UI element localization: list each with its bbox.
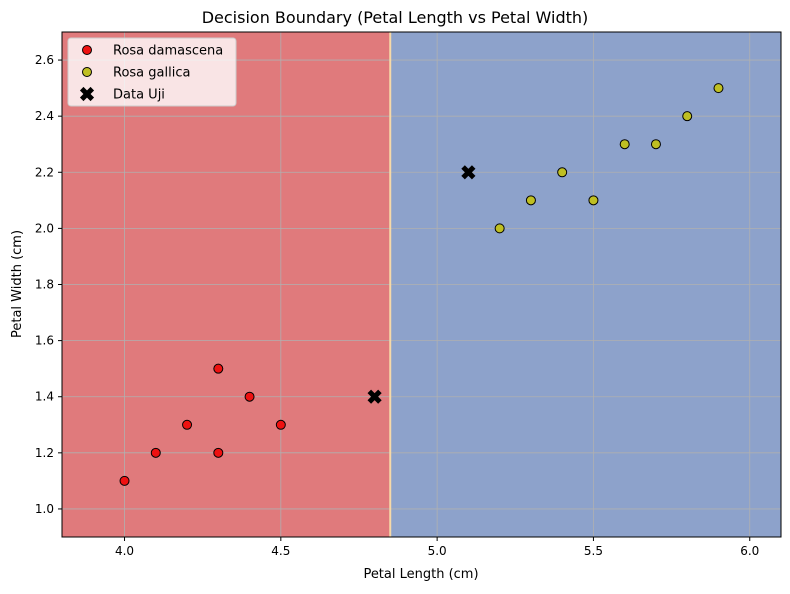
y-tick-label: 1.4: [35, 390, 54, 404]
legend-marker-rosa-damascena: [82, 45, 92, 55]
y-tick-label: 1.2: [35, 446, 54, 460]
x-tick-label: 5.0: [428, 544, 447, 558]
data-point-rosa-damascena: [182, 419, 193, 430]
x-axis-label: Petal Length (cm): [363, 567, 478, 582]
data-point-rosa-gallica: [494, 223, 505, 234]
y-tick-label: 2.2: [35, 165, 54, 179]
legend-label: Rosa damascena: [113, 44, 223, 59]
legend-marker-data-uji: [79, 86, 95, 102]
data-point-data-uji: [367, 389, 382, 404]
x-tick-label: 5.5: [584, 544, 603, 558]
y-tick-label: 1.6: [35, 334, 54, 348]
x-tick-label: 4.0: [115, 544, 134, 558]
y-tick-label: 1.8: [35, 278, 54, 292]
y-tick-label: 2.6: [35, 53, 54, 67]
data-point-rosa-gallica: [713, 83, 724, 94]
data-point-rosa-damascena: [119, 475, 130, 486]
data-point-rosa-gallica: [650, 139, 661, 150]
legend: Rosa damascena Rosa gallica Data Uji: [67, 37, 237, 107]
data-point-rosa-gallica: [588, 195, 599, 206]
data-point-rosa-gallica: [682, 111, 693, 122]
data-point-rosa-damascena: [150, 447, 161, 458]
data-point-rosa-damascena: [213, 447, 224, 458]
legend-label: Rosa gallica: [113, 66, 190, 81]
legend-marker-rosa-gallica: [82, 67, 92, 77]
y-tick-label: 2.4: [35, 109, 54, 123]
chart-title: Decision Boundary (Petal Length vs Petal…: [202, 8, 589, 27]
legend-box: [67, 37, 237, 107]
plot-area: 4.0 4.5 5.0 5.5 6.0 1.0 1.2 1.4 1.6 1.8 2.0 2.2 2.4 2…: [35, 31, 782, 558]
data-point-rosa-gallica: [619, 139, 630, 150]
x-tick-label: 6.0: [740, 544, 759, 558]
data-point-rosa-gallica: [557, 167, 568, 178]
y-axis-label: Petal Width (cm): [10, 230, 25, 338]
data-point-data-uji: [461, 165, 476, 180]
x-marker-bar: [367, 389, 382, 404]
x-marker-bar: [79, 86, 95, 102]
x-marker-bar: [461, 165, 476, 180]
data-point-rosa-damascena: [244, 391, 255, 402]
data-point-rosa-gallica: [525, 195, 536, 206]
legend-label: Data Uji: [113, 88, 165, 103]
data-point-rosa-damascena: [213, 363, 224, 374]
data-point-rosa-damascena: [275, 419, 286, 430]
x-tick-label: 4.5: [271, 544, 290, 558]
y-tick-label: 2.0: [35, 221, 54, 235]
y-tick-label: 1.0: [35, 502, 54, 516]
